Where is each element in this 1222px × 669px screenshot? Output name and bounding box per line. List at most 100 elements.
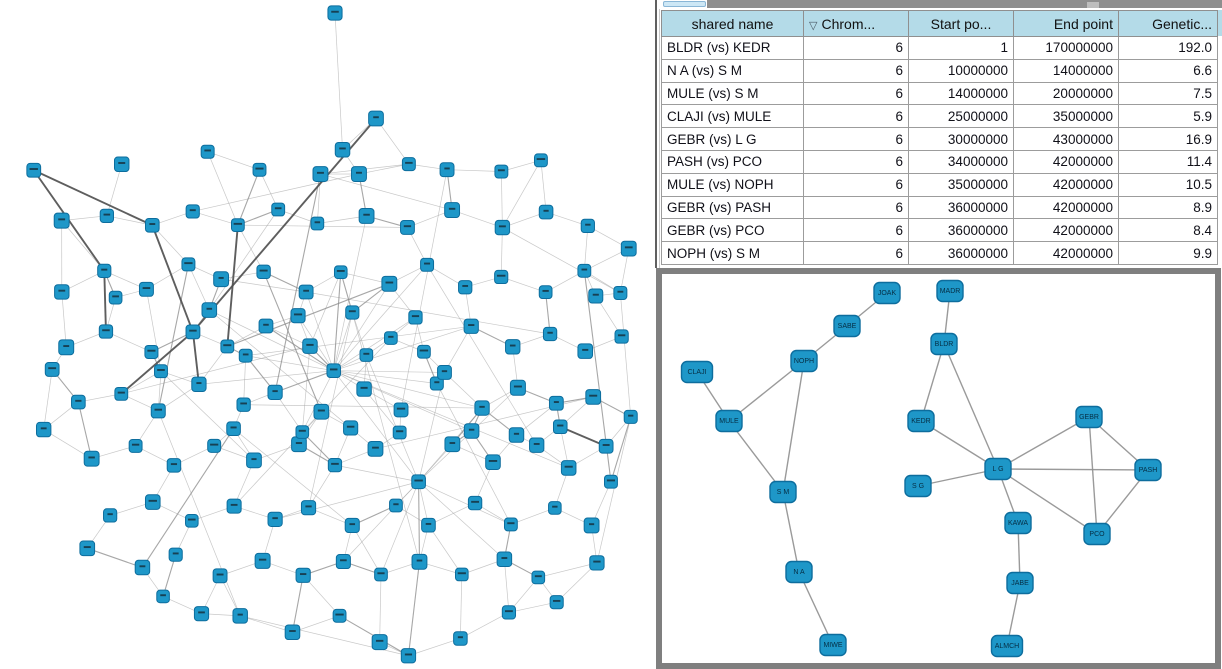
network-node[interactable] [295, 567, 311, 583]
network-node[interactable] [549, 595, 564, 610]
network-node[interactable] [71, 394, 86, 410]
subnetwork-edge[interactable] [782, 360, 805, 493]
cell-shared-name[interactable]: GEBR (vs) PCO [661, 218, 804, 243]
network-node[interactable] [213, 271, 230, 288]
network-node[interactable] [429, 376, 444, 391]
network-node[interactable] [114, 156, 130, 172]
network-node[interactable] [290, 308, 306, 324]
network-node[interactable] [439, 162, 455, 178]
network-node[interactable] [538, 285, 553, 300]
network-node[interactable] [291, 436, 307, 453]
network-node[interactable] [474, 400, 490, 416]
cell-start-position[interactable]: 36000000 [908, 195, 1014, 220]
network-node[interactable] [191, 376, 207, 392]
network-node[interactable] [343, 420, 359, 436]
cell-start-position[interactable]: 35000000 [908, 172, 1014, 197]
subnetwork-edge[interactable] [798, 571, 834, 646]
network-node[interactable] [494, 219, 511, 236]
network-node[interactable] [185, 324, 201, 340]
cell-genetic-distance[interactable]: 11.4 [1118, 149, 1218, 174]
network-node[interactable] [267, 384, 283, 400]
subnetwork-edge[interactable] [997, 416, 1090, 470]
network-node[interactable] [134, 559, 151, 576]
cell-end-point[interactable]: 43000000 [1013, 127, 1119, 151]
node-kawa[interactable]: KAWA [1004, 511, 1032, 535]
cell-shared-name[interactable]: NOPH (vs) S M [661, 241, 804, 265]
table-row[interactable]: GEBR (vs) L G 6 30000000 43000000 16.9 [661, 127, 1218, 151]
network-node[interactable] [154, 364, 168, 379]
network-node[interactable] [97, 263, 112, 278]
network-node[interactable] [393, 402, 409, 418]
network-node[interactable] [334, 141, 351, 158]
network-node[interactable] [381, 275, 398, 292]
table-row[interactable]: PASH (vs) PCO 6 34000000 42000000 11.4 [661, 149, 1218, 174]
network-node[interactable] [144, 344, 159, 359]
network-node[interactable] [58, 339, 75, 356]
subnetwork-edge[interactable] [997, 468, 1149, 471]
network-node[interactable] [166, 458, 182, 473]
network-node[interactable] [580, 218, 595, 234]
network-node[interactable] [508, 427, 525, 443]
subnetwork-edge[interactable] [943, 343, 999, 470]
subnetwork-canvas[interactable]: JOAK SABE NOPH CLAJI MULE S M N A MIWE MADR BLDR K… [662, 274, 1215, 663]
cell-end-point[interactable]: 42000000 [1013, 241, 1119, 265]
cell-chromosome[interactable]: 6 [803, 81, 909, 106]
table-row[interactable]: MULE (vs) S M 6 14000000 20000000 7.5 [661, 81, 1218, 106]
network-node[interactable] [417, 344, 431, 359]
network-node[interactable] [258, 318, 274, 334]
network-node[interactable] [368, 110, 384, 127]
network-node[interactable] [79, 540, 96, 557]
network-node[interactable] [454, 567, 469, 582]
network-node[interactable] [400, 220, 415, 235]
node-sabe[interactable]: SABE [833, 314, 861, 338]
network-node[interactable] [577, 263, 592, 278]
network-node[interactable] [496, 551, 513, 568]
network-node[interactable] [326, 363, 341, 378]
network-node[interactable] [614, 329, 629, 344]
network-node[interactable] [358, 208, 375, 224]
column-header-shared-name[interactable]: shared name [661, 10, 804, 37]
network-node[interactable] [585, 389, 602, 405]
node-jabe[interactable]: JABE [1006, 571, 1034, 595]
cell-chromosome[interactable]: 6 [803, 218, 909, 243]
network-node[interactable] [589, 555, 605, 571]
node-n-a[interactable]: N A [785, 560, 813, 584]
network-node[interactable] [333, 265, 348, 279]
network-node[interactable] [310, 216, 325, 231]
table-row[interactable]: BLDR (vs) KEDR 6 1 170000000 192.0 [661, 36, 1218, 60]
cell-shared-name[interactable]: MULE (vs) S M [661, 81, 804, 106]
cell-chromosome[interactable]: 6 [803, 36, 909, 60]
table-row[interactable]: CLAJI (vs) MULE 6 25000000 35000000 5.9 [661, 104, 1218, 129]
cell-shared-name[interactable]: PASH (vs) PCO [661, 149, 804, 174]
network-node[interactable] [230, 218, 245, 232]
network-node[interactable] [271, 202, 286, 217]
network-node[interactable] [327, 5, 343, 21]
cell-start-position[interactable]: 36000000 [908, 241, 1014, 265]
cell-chromosome[interactable]: 6 [803, 172, 909, 197]
network-node[interactable] [408, 310, 423, 325]
network-node[interactable] [552, 419, 568, 435]
node-s-g[interactable]: S G [904, 474, 932, 498]
subnetwork-edge[interactable] [997, 468, 1098, 535]
node-gebr[interactable]: GEBR [1075, 405, 1103, 429]
network-node[interactable] [99, 208, 114, 223]
network-node[interactable] [313, 403, 330, 420]
network-node[interactable] [588, 288, 604, 304]
cell-genetic-distance[interactable]: 5.9 [1118, 104, 1218, 129]
cell-shared-name[interactable]: MULE (vs) NOPH [661, 172, 804, 197]
cell-chromosome[interactable]: 6 [803, 58, 909, 83]
network-node[interactable] [505, 339, 521, 355]
cell-chromosome[interactable]: 6 [803, 127, 909, 151]
network-node[interactable] [463, 318, 479, 334]
network-node[interactable] [150, 403, 166, 419]
node-kedr[interactable]: KEDR [907, 409, 935, 433]
network-node[interactable] [389, 498, 403, 513]
network-node[interactable] [302, 338, 318, 354]
cell-shared-name[interactable]: GEBR (vs) PASH [661, 195, 804, 220]
network-node[interactable] [256, 264, 271, 279]
cell-shared-name[interactable]: N A (vs) S M [661, 58, 804, 83]
network-node[interactable] [26, 162, 42, 178]
network-node[interactable] [332, 608, 347, 623]
network-node[interactable] [411, 474, 426, 490]
node-claji[interactable]: CLAJI [680, 360, 714, 384]
